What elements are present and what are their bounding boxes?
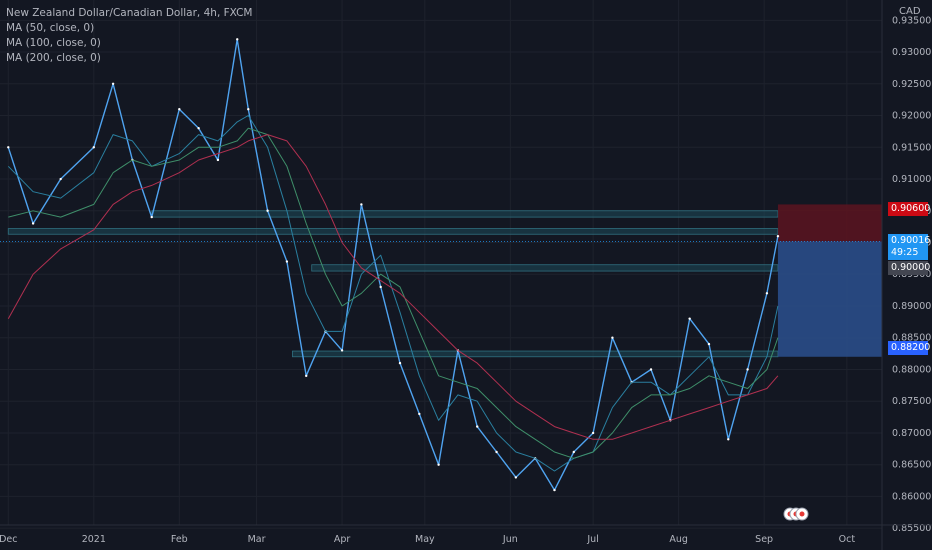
price-point [707, 342, 711, 346]
price-point [398, 361, 402, 365]
take-profit-box [777, 241, 882, 357]
x-tick-label: Sep [755, 534, 773, 545]
indicator-ma50[interactable]: MA (50, close, 0) [6, 22, 95, 34]
price-point [727, 438, 730, 441]
indicator-ma100[interactable]: MA (100, close, 0) [6, 37, 101, 49]
price-point [437, 463, 440, 466]
price-point [379, 285, 382, 289]
price-point [59, 177, 62, 181]
zone-rect [292, 350, 779, 358]
price-point [746, 368, 749, 371]
zone-rect [7, 228, 779, 235]
price-point [553, 488, 556, 492]
chart-series [7, 38, 780, 492]
indicator-ma200[interactable]: MA (200, close, 0) [6, 52, 101, 64]
x-tick-label: Jun [502, 534, 518, 545]
ma-line-1 [7, 115, 779, 472]
price-point [649, 368, 653, 371]
current-price-value: 0.90016 [891, 235, 931, 246]
x-tick-label: Mar [248, 534, 266, 545]
long-position-tool[interactable] [0, 204, 882, 357]
price-point [197, 127, 200, 130]
event-marker-dot [799, 511, 805, 517]
price-point [360, 203, 363, 206]
chart-grid [0, 0, 882, 529]
price-point [7, 146, 10, 149]
round-level-label: 0.90000 [888, 261, 930, 275]
event-markers[interactable] [783, 507, 809, 521]
y-tick-label: 0.86000 [892, 491, 931, 502]
symbol-title[interactable]: New Zealand Dollar/Canadian Dollar, 4h, … [6, 7, 253, 19]
price-point [285, 260, 289, 263]
price-point [236, 38, 239, 41]
price-point [111, 82, 115, 85]
price-point [31, 222, 35, 225]
y-tick-label: 0.93000 [892, 47, 931, 58]
target-price-label: 0.88200 [888, 341, 930, 355]
price-point [178, 107, 181, 111]
price-axis[interactable]: 0.93500 0.93000 0.92500 0.92000 0.91500 0.910… [881, 0, 931, 550]
y-tick-label: 0.91000 [892, 174, 931, 185]
x-tick-label: Apr [334, 534, 351, 545]
bar-countdown: 49:25 [891, 247, 919, 258]
zone-rect [151, 210, 779, 218]
price-point [591, 431, 595, 435]
y-tick-label: 0.92500 [892, 79, 931, 90]
chart-legend: New Zealand Dollar/Canadian Dollar, 4h, … [6, 6, 252, 66]
y-tick-label: 0.88000 [892, 364, 931, 375]
currency-label[interactable]: CAD [899, 6, 921, 17]
price-point [216, 158, 220, 162]
price-point [572, 450, 575, 454]
price-point [418, 412, 421, 416]
zone-rect [311, 264, 779, 272]
time-axis[interactable]: Dec 2021 Feb Mar Apr May Jun Jul Aug Sep Oct [0, 524, 932, 545]
x-tick-label: Dec [0, 534, 17, 545]
ma-line-3 [7, 134, 779, 440]
price-point [266, 209, 269, 212]
y-tick-label: 0.88500 [892, 333, 931, 344]
x-tick-label: Oct [839, 534, 856, 545]
price-point [150, 215, 153, 219]
y-tick-label: 0.93500 [892, 15, 931, 26]
x-tick-label: Feb [171, 534, 188, 545]
price-point [765, 292, 769, 295]
price-point [92, 146, 95, 149]
stop-loss-box [777, 204, 882, 242]
x-tick-label: Aug [669, 534, 688, 545]
price-point [495, 450, 498, 454]
ma-line-2 [8, 127, 779, 459]
y-tick-label: 0.85500 [892, 523, 931, 534]
current-price-label: 0.90016 49:25 [888, 234, 931, 260]
y-tick-label: 0.92000 [892, 111, 931, 122]
price-point [688, 317, 691, 320]
y-tick-label: 0.86500 [892, 460, 931, 471]
price-point [247, 107, 250, 111]
price-point [776, 234, 780, 238]
x-tick-label: 2021 [82, 534, 106, 545]
price-point [340, 349, 344, 352]
y-tick-label: 0.87500 [892, 396, 931, 407]
y-tick-label: 0.91500 [892, 142, 931, 153]
price-point [476, 425, 479, 428]
x-tick-label: May [415, 534, 435, 545]
y-tick-label: 0.87000 [892, 428, 931, 439]
x-tick-label: Jul [586, 534, 598, 545]
stop-price-label: 0.90600 [888, 202, 930, 216]
price-point [514, 476, 518, 479]
price-point [611, 336, 614, 339]
y-tick-label: 0.89000 [892, 301, 931, 312]
price-point [305, 374, 308, 378]
